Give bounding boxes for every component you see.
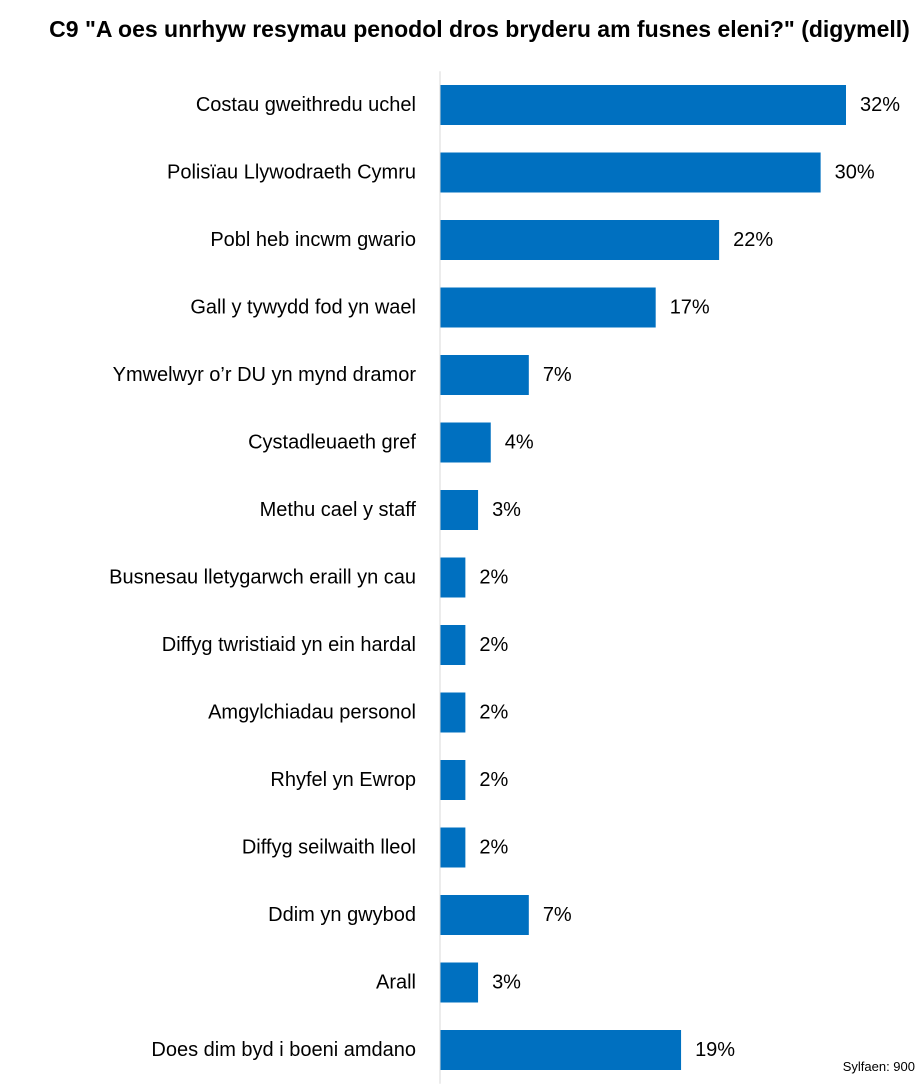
category-label: Polisïau Llywodraeth Cymru [167,162,416,184]
data-label: 4% [505,432,534,454]
category-label: Amgylchiadau personol [208,702,416,724]
data-label: 2% [479,837,508,859]
bar [440,827,466,868]
data-label: 32% [860,94,900,116]
bar [440,1030,682,1070]
data-label: 7% [543,904,572,926]
bar [440,220,720,260]
chart-title: C9 "A oes unrhyw resymau penodol dros br… [49,16,910,42]
category-label: Ymwelwyr o’r DU yn mynd dramor [113,364,417,386]
bar [440,625,466,665]
category-label: Ddim yn gwybod [268,904,416,926]
bars-layer [440,85,846,1070]
bar [440,355,529,395]
bar [440,692,466,733]
data-label: 2% [479,634,508,656]
data-label: 3% [492,972,521,994]
data-label: 2% [479,769,508,791]
bar [440,895,529,935]
data-label: 2% [479,567,508,589]
source-note: Sylfaen: 900 [842,1059,915,1074]
data-label: 7% [543,364,572,386]
data-label: 22% [733,229,773,251]
data-label: 17% [670,297,710,319]
category-label: Methu cael y staff [260,499,417,521]
category-label: Pobl heb incwm gwario [210,229,416,251]
bar [440,85,846,125]
category-label: Does dim byd i boeni amdano [151,1039,416,1061]
bar [440,490,479,530]
bar [440,287,656,328]
category-label: Diffyg seilwaith lleol [242,837,416,859]
bar [440,422,491,463]
bar [440,557,466,598]
category-label: Busnesau lletygarwch eraill yn cau [109,567,416,589]
category-label: Arall [376,972,416,994]
category-label: Rhyfel yn Ewrop [270,769,416,791]
category-label: Diffyg twristiaid yn ein hardal [162,634,416,656]
data-label: 3% [492,499,521,521]
bar [440,760,466,800]
value-labels: 32% 30% 22% 17% 7% 4% 3% 2% 2% 2% 2% 2% 7% 3% 19% [479,94,900,1061]
data-label: 19% [695,1039,735,1061]
bar [440,152,821,193]
category-label: Gall y tywydd fod yn wael [190,297,416,319]
data-label: 2% [479,702,508,724]
bar [440,962,479,1003]
data-label: 30% [835,162,875,184]
category-labels: Costau gweithredu uchel Polisïau Llywodra… [109,94,416,1061]
category-label: Cystadleuaeth gref [248,432,416,454]
category-label: Costau gweithredu uchel [196,94,416,116]
